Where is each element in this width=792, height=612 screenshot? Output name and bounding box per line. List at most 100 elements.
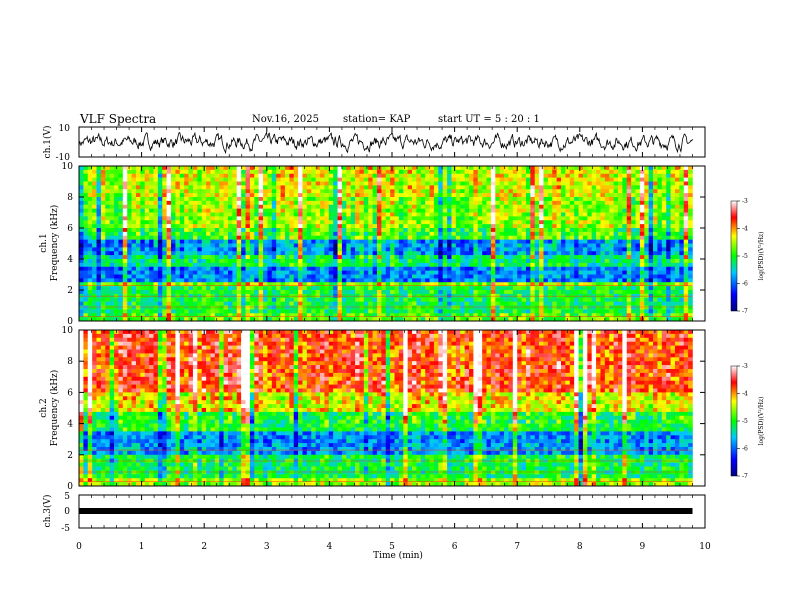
spectrogram-cell (368, 255, 373, 260)
spectrogram-cell (184, 181, 189, 186)
spectrogram-cell (267, 290, 273, 295)
spectrogram-cell (114, 224, 119, 229)
spectrogram-cell (271, 204, 277, 209)
spectrogram-cell (284, 262, 290, 268)
spectrogram-cell (109, 286, 115, 291)
spectrogram-cell (249, 231, 255, 237)
spectrogram-cell (298, 235, 303, 240)
spectrogram-cell (140, 189, 146, 194)
spectrogram-cell (241, 189, 246, 194)
spectrogram-cell (464, 189, 470, 194)
spectrogram-cell (267, 239, 273, 244)
spectrogram-cell (416, 181, 422, 186)
spectrogram-cell (525, 204, 531, 209)
spectrogram-cell (674, 185, 680, 190)
spectrogram-cell (289, 220, 295, 225)
spectrogram-cell (328, 243, 334, 248)
spectrogram-cell (596, 173, 601, 178)
spectrogram-cell (289, 274, 295, 279)
spectrogram-cell (223, 166, 229, 171)
spectrogram-cell (79, 255, 84, 260)
spectrogram-cell (184, 282, 189, 287)
spectrogram-cell (153, 197, 159, 202)
spectrogram-cell (477, 177, 483, 182)
spectrogram-cell (482, 228, 487, 233)
spectrogram-cell (153, 247, 159, 252)
spectrogram-cell (83, 197, 89, 202)
spectrogram-cell (451, 200, 457, 206)
spectrogram-cell (674, 239, 680, 244)
spectrogram-cell (539, 286, 544, 291)
spectrogram-cell (604, 278, 610, 283)
spectrogram-cell (210, 290, 216, 295)
spectrogram-cell (390, 231, 395, 237)
spectrogram-cell (346, 200, 351, 206)
spectrogram-cell (556, 243, 562, 248)
spectrogram-cell (92, 270, 97, 275)
spectrogram-cell (263, 278, 268, 283)
spectrogram-cell (149, 266, 154, 271)
spectrogram-cell (604, 208, 610, 213)
spectrogram-cell (403, 208, 408, 213)
spectrogram-cell (140, 231, 146, 237)
spectrogram-cell (530, 278, 536, 283)
spectrogram-cell (635, 251, 641, 256)
spectrogram-cell (420, 247, 426, 252)
spectrogram-cell (355, 274, 360, 279)
spectrogram-cell (333, 255, 338, 260)
spectrogram-cell (556, 290, 562, 295)
spectrogram-cell (249, 266, 255, 271)
spectrogram-cell (267, 212, 273, 217)
spectrogram-cell (302, 278, 308, 283)
spectrogram-cell (144, 204, 150, 209)
spectrogram-cell (666, 216, 671, 221)
spectrogram-cell (355, 189, 360, 194)
spectrogram-cell (455, 278, 461, 283)
spectrogram-cell (302, 266, 308, 271)
spectrogram-cell (127, 262, 132, 268)
spectrogram-cell (639, 228, 645, 233)
spectrogram-cell (192, 169, 198, 175)
spectrogram-cell (591, 243, 597, 248)
spectrogram-cell (289, 208, 295, 213)
spectrogram-cell (376, 231, 382, 237)
spectrogram-cell (688, 231, 693, 237)
spectrogram-cell (109, 259, 115, 264)
spectrogram-cell (363, 251, 369, 256)
spectrogram-cell (425, 173, 430, 178)
spectrogram-cell (534, 177, 540, 182)
spectrogram-cell (79, 266, 84, 271)
spectrogram-cell (293, 220, 299, 225)
spectrogram-cell (219, 197, 224, 202)
spectrogram-cell (333, 259, 338, 264)
spectrogram-cell (412, 235, 417, 240)
spectrogram-cell (504, 278, 509, 283)
spectrogram-cell (315, 189, 321, 194)
spectrogram-cell (381, 274, 387, 279)
spectrogram-cell (105, 220, 110, 225)
spectrogram-cell (670, 255, 676, 260)
spectrogram-cell (574, 239, 579, 244)
spectrogram-cell (499, 200, 505, 206)
spectrogram-cell (683, 216, 689, 221)
spectrogram-cell (135, 224, 141, 229)
spectrogram-cell (565, 193, 571, 198)
spectrogram-cell (214, 262, 220, 268)
spectrogram-cell (232, 177, 238, 182)
spectrogram-cell (201, 251, 207, 256)
spectrogram-cell (306, 185, 312, 190)
spectrogram-cell (311, 301, 316, 306)
spectrogram-cell (333, 301, 338, 306)
spectrogram-cell (306, 243, 312, 248)
spectrogram-cell (346, 301, 351, 306)
spectrogram-cell (460, 286, 465, 291)
spectrogram-cell (438, 278, 443, 283)
spectrogram-cell (635, 290, 641, 295)
spectrogram-cell (79, 247, 84, 252)
spectrogram-cell (407, 278, 413, 283)
spectrogram-cell (447, 255, 452, 260)
spectrogram-cell (521, 228, 527, 233)
spectrogram-cell (543, 282, 549, 287)
spectrogram-cell (512, 282, 518, 287)
spectrogram-cell (504, 282, 509, 287)
